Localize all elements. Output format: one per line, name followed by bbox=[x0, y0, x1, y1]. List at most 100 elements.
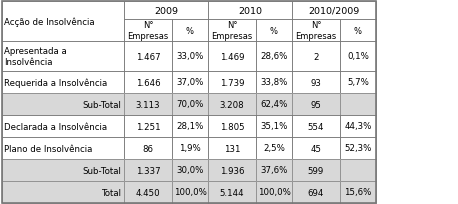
Bar bbox=[340, 159, 376, 181]
Bar bbox=[172, 159, 208, 181]
Bar bbox=[208, 115, 256, 137]
Bar bbox=[172, 159, 208, 181]
Bar bbox=[2, 94, 124, 115]
Bar bbox=[256, 181, 292, 203]
Text: %: % bbox=[354, 26, 362, 35]
Bar bbox=[172, 181, 208, 203]
Bar bbox=[124, 42, 172, 72]
Text: 2: 2 bbox=[313, 52, 319, 61]
Bar bbox=[208, 159, 256, 181]
Bar bbox=[256, 159, 292, 181]
Bar bbox=[292, 181, 340, 203]
Bar bbox=[340, 137, 376, 159]
Text: 2010: 2010 bbox=[238, 7, 262, 16]
Text: 30,0%: 30,0% bbox=[176, 166, 204, 175]
Bar bbox=[2, 115, 124, 137]
Bar bbox=[292, 2, 376, 20]
Bar bbox=[124, 159, 172, 181]
Text: 70,0%: 70,0% bbox=[176, 100, 204, 109]
Bar bbox=[292, 94, 340, 115]
Bar bbox=[340, 20, 376, 42]
Bar bbox=[340, 159, 376, 181]
Bar bbox=[124, 2, 208, 20]
Bar bbox=[208, 137, 256, 159]
Text: 2009: 2009 bbox=[154, 7, 178, 16]
Bar bbox=[208, 181, 256, 203]
Text: 1.936: 1.936 bbox=[220, 166, 244, 175]
Text: Plano de Insolvência: Plano de Insolvência bbox=[5, 144, 93, 153]
Text: 1.739: 1.739 bbox=[220, 78, 244, 87]
Text: 100,0%: 100,0% bbox=[257, 188, 290, 196]
Bar bbox=[256, 159, 292, 181]
Bar bbox=[340, 181, 376, 203]
Text: 5,7%: 5,7% bbox=[347, 78, 369, 87]
Text: 3.208: 3.208 bbox=[220, 100, 244, 109]
Text: %: % bbox=[186, 26, 194, 35]
Text: Acção de Insolvência: Acção de Insolvência bbox=[5, 17, 95, 27]
Bar bbox=[172, 20, 208, 42]
Text: N°
Empresas: N° Empresas bbox=[212, 21, 253, 41]
Text: 1.805: 1.805 bbox=[220, 122, 244, 131]
Text: 131: 131 bbox=[224, 144, 240, 153]
Text: 33,0%: 33,0% bbox=[176, 52, 204, 61]
Text: N°
Empresas: N° Empresas bbox=[127, 21, 169, 41]
Text: 86: 86 bbox=[142, 144, 153, 153]
Bar bbox=[256, 72, 292, 94]
Bar bbox=[172, 72, 208, 94]
Bar bbox=[124, 137, 172, 159]
Bar bbox=[208, 42, 256, 72]
Bar bbox=[208, 94, 256, 115]
Text: 2010/2009: 2010/2009 bbox=[308, 7, 360, 16]
Text: Requerida a Insolvência: Requerida a Insolvência bbox=[5, 78, 108, 87]
Text: Sub-Total: Sub-Total bbox=[82, 166, 121, 175]
Bar bbox=[256, 94, 292, 115]
Bar bbox=[208, 181, 256, 203]
Bar bbox=[292, 181, 340, 203]
Text: 52,3%: 52,3% bbox=[344, 144, 372, 153]
Bar bbox=[256, 42, 292, 72]
Bar bbox=[340, 94, 376, 115]
Text: 100,0%: 100,0% bbox=[174, 188, 207, 196]
Bar bbox=[256, 137, 292, 159]
Bar bbox=[208, 20, 256, 42]
Text: 4.450: 4.450 bbox=[136, 188, 160, 196]
Bar bbox=[2, 94, 124, 115]
Bar bbox=[292, 159, 340, 181]
Bar bbox=[292, 159, 340, 181]
Text: 35,1%: 35,1% bbox=[260, 122, 288, 131]
Text: 28,1%: 28,1% bbox=[176, 122, 204, 131]
Bar bbox=[172, 94, 208, 115]
Bar bbox=[340, 94, 376, 115]
Bar bbox=[256, 20, 292, 42]
Bar bbox=[256, 94, 292, 115]
Bar bbox=[2, 181, 124, 203]
Text: 599: 599 bbox=[308, 166, 324, 175]
Text: Declarada a Insolvência: Declarada a Insolvência bbox=[5, 122, 108, 131]
Bar bbox=[2, 181, 124, 203]
Text: Sub-Total: Sub-Total bbox=[82, 100, 121, 109]
Bar bbox=[256, 115, 292, 137]
Text: 28,6%: 28,6% bbox=[260, 52, 288, 61]
Bar bbox=[292, 137, 340, 159]
Bar bbox=[2, 159, 124, 181]
Text: 1,9%: 1,9% bbox=[179, 144, 201, 153]
Bar bbox=[124, 181, 172, 203]
Bar bbox=[340, 72, 376, 94]
Bar bbox=[124, 94, 172, 115]
Text: 45: 45 bbox=[311, 144, 322, 153]
Bar bbox=[340, 42, 376, 72]
Bar bbox=[340, 181, 376, 203]
Text: 0,1%: 0,1% bbox=[347, 52, 369, 61]
Text: Total: Total bbox=[102, 188, 121, 196]
Bar bbox=[124, 94, 172, 115]
Bar bbox=[292, 42, 340, 72]
Text: 1.646: 1.646 bbox=[136, 78, 160, 87]
Text: %: % bbox=[270, 26, 278, 35]
Bar bbox=[172, 115, 208, 137]
Text: 37,0%: 37,0% bbox=[176, 78, 204, 87]
Bar bbox=[172, 181, 208, 203]
Bar bbox=[208, 159, 256, 181]
Text: 1.469: 1.469 bbox=[220, 52, 244, 61]
Text: 3.113: 3.113 bbox=[136, 100, 160, 109]
Text: 2,5%: 2,5% bbox=[263, 144, 285, 153]
